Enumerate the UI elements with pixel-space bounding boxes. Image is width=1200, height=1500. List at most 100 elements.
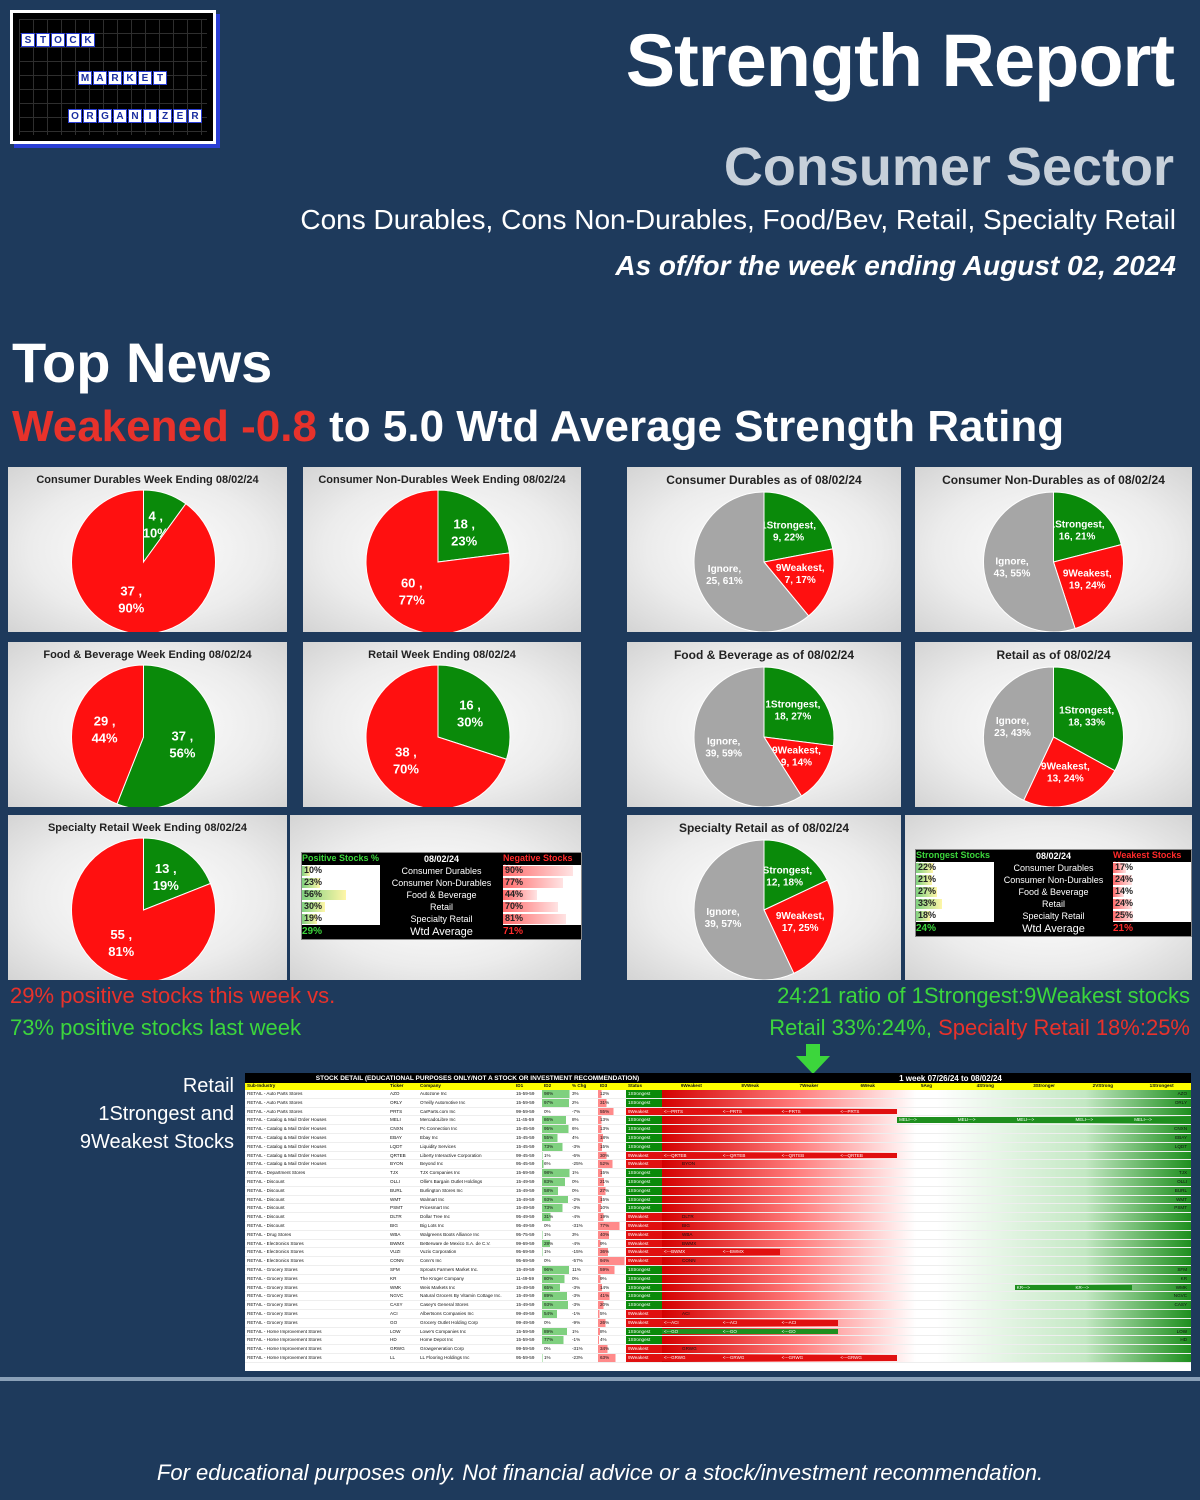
rating-cell bbox=[1073, 1204, 1132, 1212]
table-row: RETAIL - Drug Stores WBA Walgreens Boots A… bbox=[245, 1230, 1191, 1240]
avg-left: 24% bbox=[916, 923, 937, 934]
rating-column-header: 3Stronger bbox=[1033, 1083, 1055, 1088]
rating-cell bbox=[1015, 1108, 1074, 1116]
rating-cell bbox=[1132, 1257, 1191, 1265]
table-cell: -3% bbox=[572, 1302, 581, 1308]
table-cell: 15-45-59 bbox=[516, 1134, 535, 1140]
table-cell: 28% bbox=[542, 1239, 570, 1248]
table-cell: 15-49-59 bbox=[516, 1187, 535, 1193]
slice-label: Ignore, 43, 55% bbox=[994, 557, 1031, 580]
left-bar bbox=[302, 890, 346, 900]
rating-cell: PSMT bbox=[1132, 1204, 1191, 1212]
rating-cell bbox=[1015, 1090, 1074, 1098]
rating-cell bbox=[838, 1187, 897, 1195]
positive-negative-summary-table: Positive Stocks % 08/02/24 Negative Stocks… bbox=[301, 852, 582, 940]
slice-label: Ignore, 23, 43% bbox=[994, 716, 1031, 739]
table-cell: 95-69-59 bbox=[516, 1258, 535, 1264]
rating-column-header: 9Weakest bbox=[680, 1083, 702, 1088]
right-header: Negative Stocks % bbox=[503, 853, 581, 873]
table-cell: 8% bbox=[572, 1117, 579, 1123]
table-cell: 9Weakest bbox=[626, 1239, 662, 1248]
rating-cell bbox=[721, 1099, 780, 1107]
table-row: RETAIL - Home Improvement Stores LOW Lowe'… bbox=[245, 1327, 1191, 1337]
table-cell: 36% bbox=[598, 1248, 626, 1257]
chart-panel-retail-week: Retail Week Ending 08/02/24 16 , 30% 38 , 70… bbox=[303, 642, 581, 807]
chart-panel-cons-durables-rating: Consumer Durables as of 08/02/24 1Stronge… bbox=[627, 467, 901, 632]
table-cell: RETAIL - Catalog & Mail Order Houses bbox=[247, 1117, 327, 1123]
rating-cell bbox=[662, 1301, 721, 1309]
table-cell: BYON bbox=[390, 1161, 404, 1167]
table-cell: 1Strongest bbox=[626, 1098, 662, 1107]
rating-track: CONN bbox=[662, 1257, 1191, 1265]
table-cell: 15-45-59 bbox=[516, 1143, 535, 1149]
rating-column-header: 7Weaker bbox=[799, 1083, 819, 1088]
rating-cell bbox=[721, 1275, 780, 1283]
row-name: Retail bbox=[1041, 899, 1065, 909]
rating-cell bbox=[897, 1301, 956, 1309]
rating-cell bbox=[956, 1222, 1015, 1230]
left-cell: 23% bbox=[302, 877, 380, 889]
logo-letter: E bbox=[173, 109, 187, 123]
rating-cell bbox=[897, 1213, 956, 1221]
rating-cell bbox=[721, 1169, 780, 1177]
rating-cell bbox=[956, 1354, 1015, 1362]
table-cell: 21% bbox=[598, 1177, 626, 1186]
news-headline: Weakened -0.8 to 5.0 Wtd Average Strengt… bbox=[12, 402, 1064, 452]
rating-cell bbox=[956, 1336, 1015, 1344]
rating-cell bbox=[956, 1328, 1015, 1336]
move-arrow: <---BWMX bbox=[720, 1249, 780, 1256]
table-cell: 9Weakest bbox=[626, 1160, 662, 1169]
rating-cell bbox=[1073, 1143, 1132, 1151]
rating-cell bbox=[897, 1284, 956, 1292]
table-cell: 77% bbox=[598, 1221, 626, 1230]
rating-cell bbox=[721, 1213, 780, 1221]
rating-cell bbox=[780, 1345, 839, 1353]
rating-cell bbox=[1073, 1336, 1132, 1344]
rating-cell bbox=[838, 1275, 897, 1283]
left-header: Positive Stocks % bbox=[302, 853, 380, 865]
rating-cell: <---ACI bbox=[662, 1319, 721, 1327]
table-cell: RETAIL - Auto Parts Stores bbox=[247, 1108, 303, 1114]
column-header: Company bbox=[420, 1083, 441, 1088]
move-arrow: <---GRWG bbox=[838, 1354, 898, 1361]
rating-track: KR bbox=[662, 1274, 1191, 1283]
table-cell: RETAIL - Home Improvement Stores bbox=[247, 1354, 322, 1360]
left-cell: 27% bbox=[916, 886, 994, 898]
rating-track: KR---> KR---> WMK bbox=[662, 1283, 1191, 1292]
rating-cell bbox=[897, 1134, 956, 1142]
table-cell: KR bbox=[390, 1275, 397, 1281]
logo-letter: Z bbox=[158, 109, 172, 123]
table-row: RETAIL - Discount DLTR Dollar Tree Inc 95-4… bbox=[245, 1213, 1191, 1222]
table-row: RETAIL - Electronics Stores BWMX Betterwar… bbox=[245, 1239, 1191, 1249]
table-cell: -57% bbox=[572, 1258, 583, 1264]
table-cell: 15-49-59 bbox=[516, 1266, 535, 1272]
left-cell: 33% bbox=[916, 898, 994, 910]
left-value: 33% bbox=[918, 898, 937, 908]
logo-letter: I bbox=[143, 109, 157, 123]
table-cell: RETAIL - Grocery Stores bbox=[247, 1293, 298, 1299]
table-cell: RETAIL - Grocery Stores bbox=[247, 1284, 298, 1290]
date-header: 08/02/24 bbox=[423, 854, 460, 864]
table-row: RETAIL - Auto Parts Stores AZO Autozone In… bbox=[245, 1090, 1191, 1099]
rating-cell bbox=[721, 1116, 780, 1124]
table-cell: 1Strongest bbox=[626, 1336, 662, 1345]
rating-cell bbox=[721, 1301, 780, 1309]
avg-right: 71% bbox=[503, 926, 524, 937]
pie-slice-green bbox=[1053, 666, 1124, 772]
chart-title: Specialty Retail Week Ending 08/02/24 bbox=[48, 822, 248, 834]
rating-column-header: 1Strongest bbox=[1149, 1083, 1174, 1088]
rating-cell bbox=[1015, 1292, 1074, 1300]
slice-label: 9Weakest, 19, 24% bbox=[1063, 569, 1112, 592]
ticker-marker: KR bbox=[1180, 1275, 1188, 1281]
table-cell: 15-45-59 bbox=[516, 1126, 535, 1132]
table-cell: RETAIL - Auto Parts Stores bbox=[247, 1091, 303, 1096]
table-cell: RETAIL - Drug Stores bbox=[247, 1231, 292, 1237]
ticker-marker: CNXN bbox=[1174, 1126, 1188, 1132]
table-cell: 1Strongest bbox=[626, 1283, 662, 1292]
pie-chart: Specialty Retail as of 08/02/24 1Stronges… bbox=[679, 821, 849, 980]
rating-cell bbox=[838, 1310, 897, 1318]
pie-chart: Consumer Non-Durables Week Ending 08/02/… bbox=[318, 474, 567, 632]
table-cell: 96% bbox=[542, 1265, 570, 1274]
logo-letter: G bbox=[98, 109, 112, 123]
